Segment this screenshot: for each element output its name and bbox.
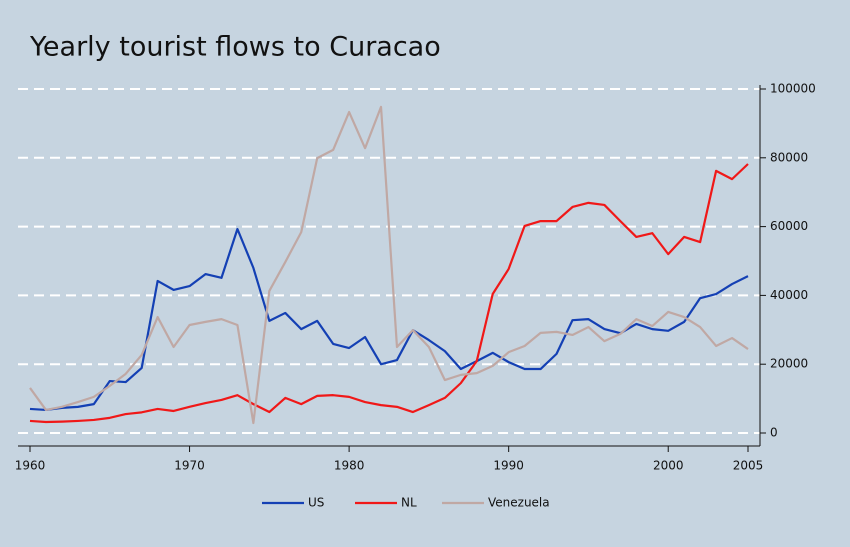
legend-label: Venezuela <box>488 496 550 510</box>
chart-title: Yearly tourist flows to Curacao <box>29 32 441 63</box>
x-tick-label: 1980 <box>334 459 365 473</box>
y-tick-label: 100000 <box>770 82 816 96</box>
series-line <box>29 227 749 412</box>
y-tick-label: 0 <box>770 426 778 440</box>
x-tick-label: 1970 <box>174 459 205 473</box>
series-line <box>29 163 749 424</box>
legend-label: US <box>308 496 324 510</box>
x-tick-label: 2000 <box>653 459 684 473</box>
legend-label: NL <box>401 496 417 510</box>
x-tick-label: 2005 <box>733 459 764 473</box>
y-tick-label: 60000 <box>770 219 808 233</box>
y-tick-label: 80000 <box>770 150 808 164</box>
x-tick-label: 1990 <box>493 459 524 473</box>
y-tick-label: 20000 <box>770 357 808 371</box>
series-line <box>29 105 749 425</box>
y-tick-label: 40000 <box>770 288 808 302</box>
x-tick-label: 1960 <box>15 459 46 473</box>
